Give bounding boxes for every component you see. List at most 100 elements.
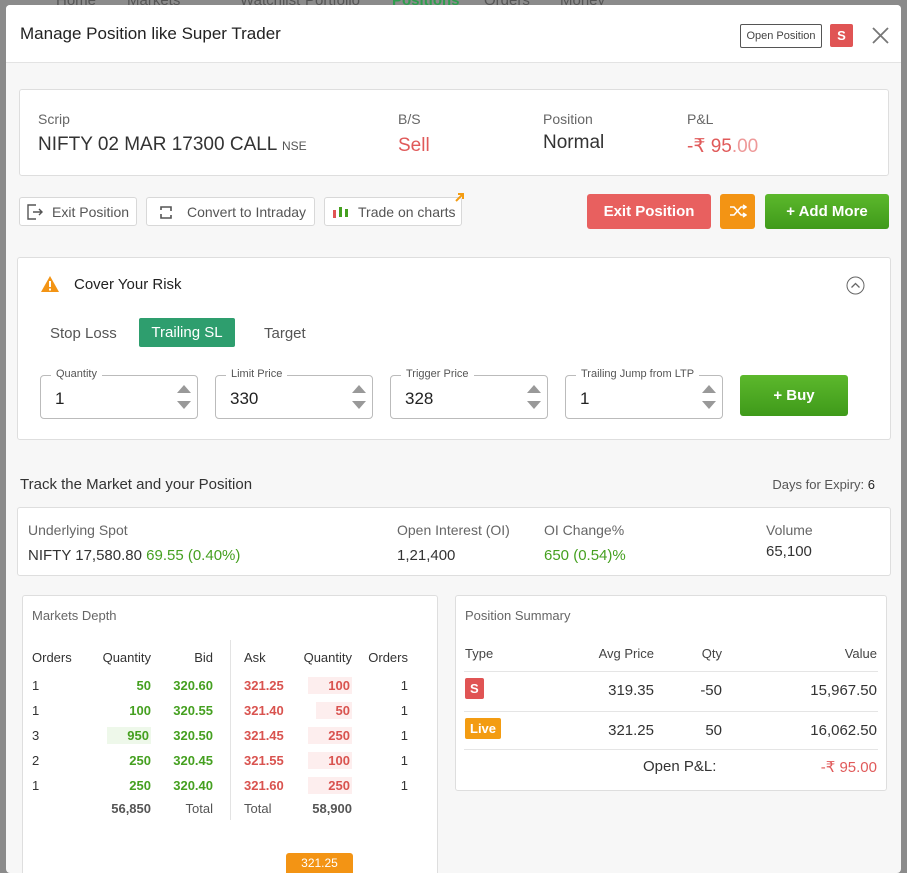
- depth-header: Quantity: [102, 650, 151, 665]
- depth-total: Total: [185, 801, 213, 816]
- exit-position-link[interactable]: Exit Position: [19, 197, 137, 226]
- exit-icon: [27, 204, 43, 220]
- depth-cell: 50: [136, 678, 151, 693]
- depth-header: Orders: [32, 650, 72, 665]
- modal-header: Manage Position like Super Trader Open P…: [6, 5, 901, 63]
- open-pnl-label: Open P&L:: [643, 758, 717, 775]
- spin-up: [352, 385, 366, 393]
- depth-cell: 100: [129, 703, 151, 718]
- scrip-name: NIFTY 02 MAR 17300 CALL: [38, 134, 277, 155]
- depth-cell: 321.40: [244, 703, 284, 718]
- input-field: Limit Price 330: [215, 368, 373, 419]
- summary-header: Type: [465, 646, 494, 661]
- label: Trade on charts: [358, 204, 456, 220]
- depth-cell: 950: [107, 727, 151, 744]
- bs-value: Sell: [398, 135, 430, 156]
- expiry-label: Days for Expiry:: [772, 477, 865, 492]
- shuffle-icon: [729, 204, 747, 218]
- stats-card: Underlying Spot NIFTY 17,580.80 69.55 (0…: [17, 507, 891, 576]
- depth-cell: 321.25: [244, 678, 284, 693]
- summary-cell: 321.25: [608, 722, 654, 739]
- ltp-tag: 321.25: [286, 853, 353, 873]
- field-value: 328: [405, 389, 434, 408]
- depth-cell: 100: [308, 677, 352, 694]
- spin-down: [352, 401, 366, 409]
- row-separator: [464, 711, 878, 712]
- position-card: Scrip NIFTY 02 MAR 17300 CALL NSE B/S Se…: [19, 89, 889, 176]
- open-pnl-value: -₹ 95.00: [820, 759, 877, 776]
- shuffle-button[interactable]: [720, 194, 755, 229]
- summary-cell: 50: [705, 722, 722, 739]
- depth-cell: 50: [315, 702, 352, 719]
- stat-value: NIFTY 17,580.80 69.55 (0.40%): [28, 547, 240, 564]
- tab[interactable]: Stop Loss: [50, 325, 117, 342]
- depth-cell: 2: [32, 753, 40, 768]
- nav-item: Portfolio: [305, 0, 360, 9]
- buy-button[interactable]: + Buy: [740, 375, 848, 416]
- add-more-button[interactable]: + Add More: [765, 194, 889, 229]
- external-icon: [455, 193, 464, 202]
- spin-down: [702, 401, 716, 409]
- depth-title: Markets Depth: [32, 608, 117, 623]
- close-icon[interactable]: [872, 27, 889, 44]
- summary-header: Value: [844, 646, 877, 661]
- open-position-button[interactable]: Open Position: [740, 24, 822, 48]
- depth-cell: 321.60: [244, 778, 284, 793]
- depth-header: Bid: [194, 650, 213, 665]
- scrip: NIFTY 02 MAR 17300 CALL NSE: [38, 134, 307, 156]
- pnl-decimals: .00: [731, 136, 759, 157]
- summary-cell: -50: [700, 682, 722, 699]
- collapse-icon[interactable]: [846, 276, 865, 295]
- label: Exit Position: [52, 204, 130, 220]
- depth-cell: 320.50: [173, 728, 213, 743]
- stat-label: Open Interest (OI): [397, 522, 510, 538]
- spin-up: [702, 385, 716, 393]
- depth-cell: 1: [400, 678, 408, 693]
- stat-value: 1,21,400: [397, 547, 456, 564]
- spin-down: [177, 401, 191, 409]
- spin-down: [527, 401, 541, 409]
- summary-header: Qty: [701, 646, 722, 661]
- type-badge: Live: [465, 718, 502, 739]
- stat-label: Underlying Spot: [28, 522, 128, 538]
- depth-cell: 250: [308, 777, 352, 794]
- depth-cell: 1: [400, 753, 408, 768]
- depth-cell: 320.60: [173, 678, 213, 693]
- bs-label: B/S: [398, 111, 421, 127]
- tab-active[interactable]: Trailing SL: [139, 318, 235, 347]
- depth-cell: 1: [400, 703, 408, 718]
- nav-item: Markets: [127, 0, 180, 9]
- spin-up: [177, 385, 191, 393]
- nav-item: Watchlist: [240, 0, 300, 9]
- field-label: Trailing Jump from LTP: [576, 368, 700, 380]
- summary-cell: 15,967.50: [810, 682, 877, 699]
- stat-label: OI Change%: [544, 522, 625, 538]
- depth-cell: 1: [32, 778, 40, 793]
- depth-total: 56,850: [111, 801, 151, 816]
- trade-on-charts[interactable]: Trade on charts: [324, 193, 464, 226]
- summary-header: Avg Price: [598, 646, 654, 661]
- summary-title: Position Summary: [465, 608, 571, 623]
- nav-item: Positions: [392, 0, 460, 9]
- summary-cell: 319.35: [608, 682, 654, 699]
- stat-label: Volume: [766, 522, 813, 538]
- field-label: Quantity: [51, 368, 102, 380]
- risk-card: Cover Your Risk Stop Loss Trailing SL Ta…: [17, 257, 891, 440]
- input-field: Trigger Price 328: [390, 368, 548, 419]
- depth-cell: 250: [129, 778, 151, 793]
- field-value: 1: [55, 389, 65, 408]
- depth-card: Markets Depth 321.25 Orders Quantity Bid As…: [22, 595, 438, 873]
- input-field: Quantity 1: [40, 368, 198, 419]
- pnl-label: P&L: [687, 111, 714, 127]
- tab[interactable]: Target: [264, 325, 306, 342]
- summary-card: Position Summary Type Avg Price Qty Value S 3…: [455, 595, 887, 791]
- modal: Manage Position like Super Trader Open P…: [6, 5, 901, 873]
- pnl-value: -₹ 95.00: [687, 135, 758, 158]
- convert-intraday[interactable]: Convert to Intraday: [146, 197, 315, 226]
- input-field: Trailing Jump from LTP 1: [565, 368, 723, 419]
- exit-position-button[interactable]: Exit Position: [587, 194, 711, 229]
- depth-header: Quantity: [303, 650, 352, 665]
- field-value: 330: [230, 389, 259, 408]
- depth-total: Total: [244, 801, 272, 816]
- stat-value: 65,100: [766, 543, 812, 560]
